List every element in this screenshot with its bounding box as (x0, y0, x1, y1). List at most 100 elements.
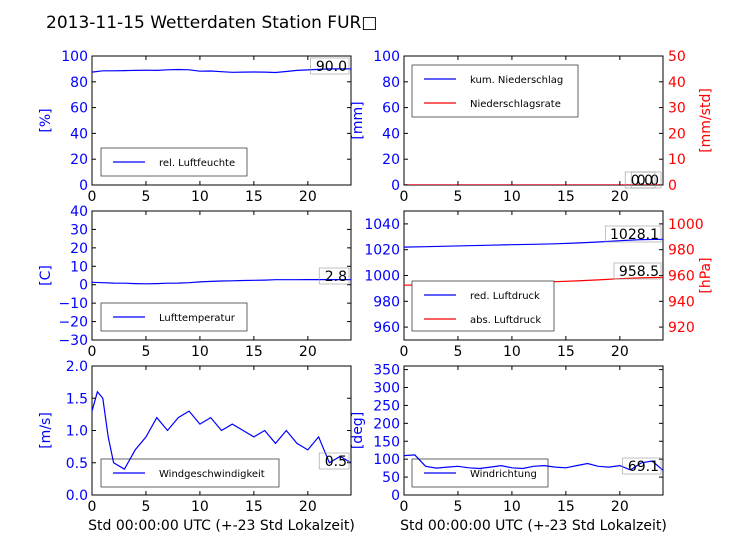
x-tick-label: 0 (88, 189, 97, 205)
y-axis-label: [m/s] (38, 412, 54, 449)
y-tick-label: 50 (382, 470, 400, 486)
y2-tick-label: 40 (668, 75, 686, 91)
x-tick-label: 20 (299, 189, 317, 205)
legend-label-0: Windgeschwindigkeit (159, 469, 265, 480)
y-tick-label: 960 (373, 320, 400, 336)
y2-tick-label: 10 (668, 152, 686, 168)
series-line-0 (92, 390, 351, 471)
value-annotation: 0.0 (637, 173, 659, 189)
series-line-0 (92, 279, 351, 285)
chart-precip: 0 5 10 15 20 0 20 40 60 80 100 0 10 20 30 40 50 [mm] [mm/s… (350, 49, 714, 205)
y-tick-label: 10 (70, 259, 88, 275)
page-title: 2013-11-15 Wetterdaten Station FUR□ (46, 13, 377, 33)
legend: Lufttemperatur (100, 302, 248, 332)
x-tick-label: 5 (453, 499, 462, 515)
y-tick-label: 1.0 (66, 424, 88, 440)
x-tick-label: 0 (88, 499, 97, 515)
x-tick-label: 10 (191, 344, 209, 360)
y-axis-label: [C] (38, 265, 54, 286)
value-annotation: 0.5 (325, 454, 347, 470)
x-tick-label: 5 (453, 189, 462, 205)
legend-box (100, 147, 248, 177)
x-axis-label: Std 00:00:00 UTC (+-23 Std Lokalzeit) (400, 518, 667, 534)
y2-tick-label: 30 (668, 101, 686, 117)
y-axis-label: [%] (38, 108, 54, 132)
legend: red. Luftdruck abs. Luftdruck (411, 280, 555, 332)
y-tick-label: −30 (58, 333, 88, 349)
y-tick-label: 20 (70, 241, 88, 257)
legend-box (411, 280, 555, 332)
x-tick-label: 5 (141, 189, 150, 205)
y-tick-label: 30 (70, 222, 88, 238)
series-line-0 (404, 454, 663, 471)
legend-label-0: Windrichtung (470, 469, 537, 480)
value-annotation-2: 0.0 (631, 173, 653, 189)
y-axis-label: [deg] (350, 412, 366, 449)
x-tick-label: 15 (245, 344, 263, 360)
legend: Windgeschwindigkeit (100, 458, 280, 488)
x-tick-label: 20 (611, 344, 629, 360)
value-annotation-box (318, 452, 350, 470)
x-tick-label: 0 (400, 499, 409, 515)
y-tick-label: 60 (382, 101, 400, 117)
value-annotation: 90.0 (316, 59, 347, 75)
legend-box (411, 64, 579, 118)
y-axis-label: [mm] (350, 101, 366, 139)
y-tick-label: 2.0 (66, 359, 88, 375)
chart-humidity: 0 5 10 15 20 0 20 40 60 80 100 [%] rel. Luftfeuchte 9… (38, 49, 352, 205)
y2-tick-label: 0 (668, 178, 677, 194)
y-tick-label: 60 (70, 101, 88, 117)
y-tick-label: 350 (373, 363, 400, 379)
y-tick-label: 250 (373, 398, 400, 414)
y-tick-label: 1000 (364, 269, 400, 285)
y-tick-label: 100 (61, 49, 88, 65)
x-tick-label: 20 (299, 344, 317, 360)
y-tick-label: 980 (373, 294, 400, 310)
y2-axis-label: [hPa] (698, 257, 714, 293)
legend: rel. Luftfeuchte (100, 147, 248, 177)
chart-pressure: 0 5 10 15 20 960 980 1000 1020 1040 920 940 960 980 10… (364, 210, 714, 360)
y-tick-label: 0.0 (66, 488, 88, 504)
legend-label-0: red. Luftdruck (470, 291, 540, 302)
x-tick-label: 15 (557, 189, 575, 205)
y2-tick-label: 1000 (668, 217, 704, 233)
y-tick-label: 20 (382, 152, 400, 168)
value-annotation: 69.1 (628, 459, 659, 475)
value-annotation-box-2 (624, 171, 656, 189)
y-tick-label: 0 (79, 278, 88, 294)
y-tick-label: 0 (391, 178, 400, 194)
y2-axis-label: [mm/std] (698, 88, 714, 153)
y-tick-label: −20 (58, 315, 88, 331)
y2-tick-label: 980 (668, 243, 695, 259)
x-tick-label: 10 (503, 189, 521, 205)
y-tick-label: 300 (373, 381, 400, 397)
legend-label-1: abs. Luftdruck (470, 315, 541, 326)
x-tick-label: 10 (503, 499, 521, 515)
x-tick-label: 20 (299, 499, 317, 515)
y2-tick-label: 20 (668, 126, 686, 142)
series-line-0 (404, 238, 663, 248)
value-annotation-box (605, 225, 662, 243)
x-tick-label: 0 (88, 344, 97, 360)
legend-box (100, 458, 280, 488)
x-tick-label: 15 (557, 344, 575, 360)
series-line-0 (92, 68, 351, 74)
legend-label-1: Niederschlagsrate (470, 99, 561, 110)
value-annotation-box (318, 267, 350, 285)
y-tick-label: 80 (70, 75, 88, 91)
y-tick-label: 1.5 (66, 391, 88, 407)
legend-box (411, 458, 549, 488)
x-tick-label: 10 (191, 189, 209, 205)
x-axis-label: Std 00:00:00 UTC (+-23 Std Lokalzeit) (88, 518, 355, 534)
y-tick-label: 1040 (364, 217, 400, 233)
x-tick-label: 0 (400, 344, 409, 360)
y2-tick-label: 960 (668, 269, 695, 285)
y2-tick-label: 50 (668, 49, 686, 65)
y-tick-label: 150 (373, 434, 400, 450)
y-tick-label: 20 (70, 152, 88, 168)
x-tick-label: 5 (141, 499, 150, 515)
legend-label-0: rel. Luftfeuchte (159, 158, 235, 169)
y-tick-label: 0 (79, 178, 88, 194)
y-tick-label: 80 (382, 75, 400, 91)
